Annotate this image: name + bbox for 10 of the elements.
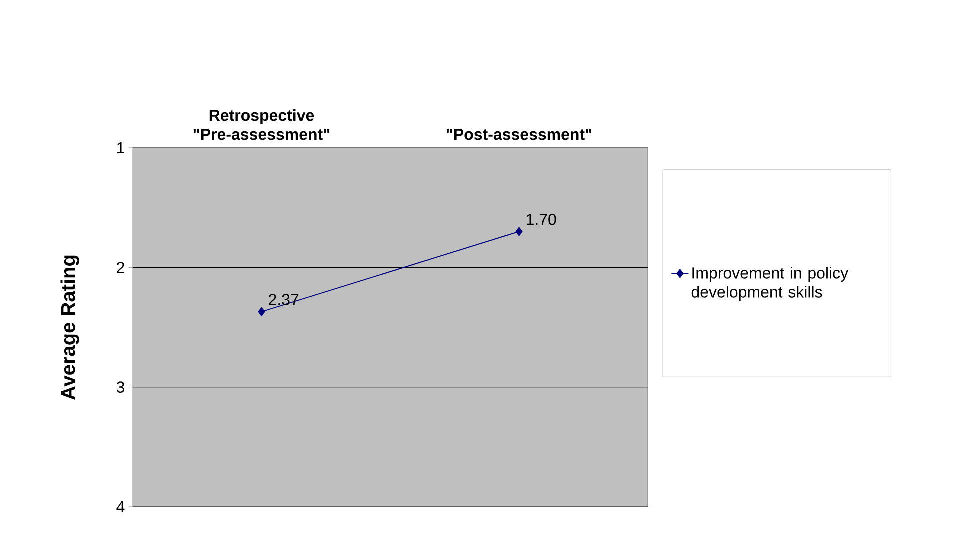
data-label: 2.37: [269, 294, 299, 306]
y-tick-label: 3: [116, 382, 124, 393]
data-label: 1.70: [526, 214, 556, 226]
legend-label: Improvement in policy development skills: [692, 267, 849, 302]
y-axis-title: Average Rating: [60, 256, 80, 400]
y-tick-label: 1: [118, 142, 124, 154]
x-tick-label: "Post-assessment": [446, 129, 592, 140]
x-tick-label: Retrospective "Pre-assessment": [194, 109, 330, 140]
y-tick-label: 4: [116, 501, 125, 512]
y-tick-label: 2: [117, 262, 124, 274]
